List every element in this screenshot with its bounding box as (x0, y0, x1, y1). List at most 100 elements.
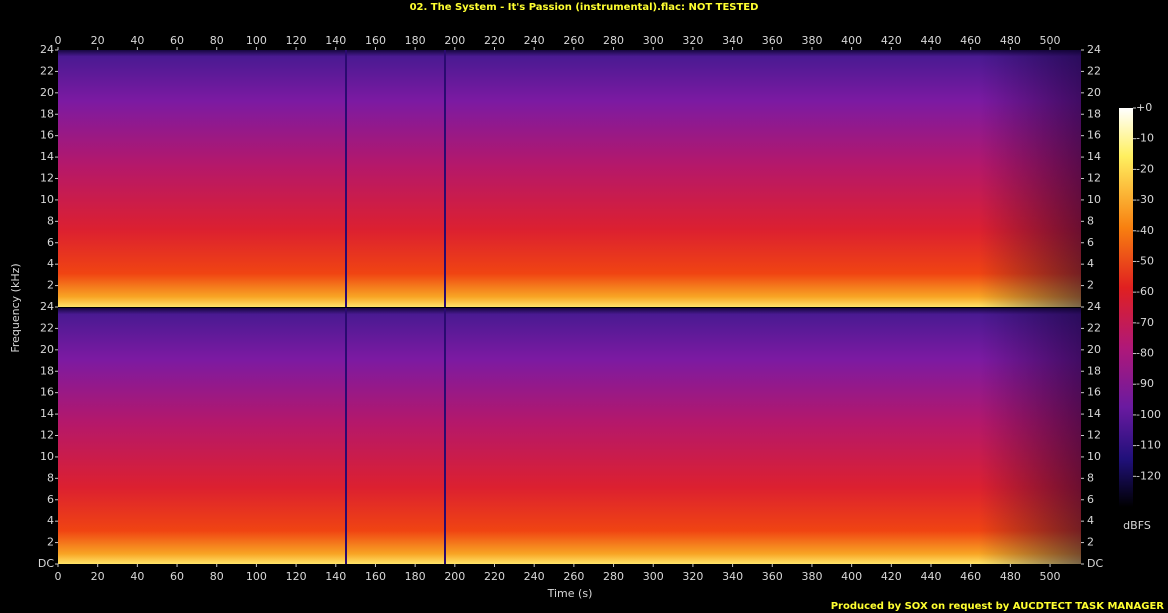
x-tick-label: 500 (1040, 570, 1061, 583)
colorbar-tick-label: -50 (1136, 254, 1154, 267)
y-tick-label: 22 (40, 321, 54, 334)
x-tick-label: 440 (921, 34, 942, 47)
x-axis-label: Time (s) (547, 587, 593, 600)
y-tick-label: DC (1087, 557, 1103, 570)
y-tick-label: 12 (40, 172, 54, 185)
x-tick-label: 280 (603, 34, 624, 47)
y-tick-label: 18 (40, 107, 54, 120)
x-tick-label: 400 (841, 570, 862, 583)
y-tick-label: 2 (1087, 279, 1094, 292)
y-tick-label: 16 (40, 386, 54, 399)
footer: Produced by SOX on request by AUCDTECT T… (831, 601, 1165, 612)
x-tick-label: 200 (444, 570, 465, 583)
y-tick-label: 14 (40, 150, 54, 163)
x-tick-label: 360 (762, 34, 783, 47)
x-tick-label: 100 (246, 34, 267, 47)
colorbar-tick-label: -10 (1136, 132, 1154, 145)
y-tick-label: 12 (1087, 172, 1101, 185)
y-tick-label: 18 (1087, 364, 1101, 377)
y-tick-label: 20 (1087, 86, 1101, 99)
x-tick-label: 480 (1000, 34, 1021, 47)
y-tick-label: 18 (1087, 107, 1101, 120)
y-tick-label: 4 (1087, 257, 1094, 270)
y-axis-label: Frequency (kHz) (9, 263, 22, 352)
x-tick-label: 280 (603, 570, 624, 583)
y-tick-label: 6 (47, 493, 54, 506)
y-tick-label: 4 (1087, 514, 1094, 527)
x-tick-label: 60 (170, 570, 184, 583)
y-tick-label: 2 (47, 279, 54, 292)
y-tick-label: 4 (47, 257, 54, 270)
y-tick-label: 14 (1087, 150, 1101, 163)
y-tick-label: 16 (1087, 129, 1101, 142)
spectrogram-bottom (58, 308, 1081, 564)
x-tick-label: 460 (960, 34, 981, 47)
y-tick-label: 22 (40, 64, 54, 77)
x-tick-label: 40 (130, 570, 144, 583)
y-tick-label: 20 (1087, 343, 1101, 356)
x-tick-label: 200 (444, 34, 465, 47)
x-tick-label: 80 (210, 570, 224, 583)
y-tick-label: 16 (1087, 386, 1101, 399)
y-tick-label: 8 (47, 214, 54, 227)
x-tick-label: 180 (405, 34, 426, 47)
colorbar-tick-label: -30 (1136, 193, 1154, 206)
y-tick-label: 2 (47, 536, 54, 549)
x-tick-label: 260 (563, 34, 584, 47)
y-tick-label: 10 (1087, 193, 1101, 206)
y-tick-label: DC (38, 557, 54, 570)
x-tick-label: 380 (801, 570, 822, 583)
x-tick-label: 420 (881, 570, 902, 583)
x-tick-label: 360 (762, 570, 783, 583)
x-tick-label: 120 (286, 34, 307, 47)
y-tick-label: 24 (1087, 300, 1101, 313)
x-tick-label: 440 (921, 570, 942, 583)
x-tick-label: 240 (524, 34, 545, 47)
x-tick-label: 340 (722, 34, 743, 47)
y-tick-label: 8 (1087, 471, 1094, 484)
colorbar-tick-label: +0 (1136, 101, 1152, 114)
y-tick-label: 22 (1087, 321, 1101, 334)
y-tick-label: 4 (47, 514, 54, 527)
y-tick-label: 6 (47, 236, 54, 249)
y-tick-label: 24 (1087, 43, 1101, 56)
x-tick-label: 300 (643, 34, 664, 47)
x-tick-label: 0 (55, 570, 62, 583)
x-tick-label: 20 (91, 34, 105, 47)
x-tick-label: 100 (246, 570, 267, 583)
y-tick-label: 24 (40, 43, 54, 56)
x-tick-label: 320 (682, 570, 703, 583)
y-tick-label: 18 (40, 364, 54, 377)
x-tick-label: 180 (405, 570, 426, 583)
x-tick-label: 460 (960, 570, 981, 583)
x-tick-label: 80 (210, 34, 224, 47)
x-tick-label: 260 (563, 570, 584, 583)
colorbar-tick-label: -70 (1136, 316, 1154, 329)
x-tick-label: 420 (881, 34, 902, 47)
x-tick-label: 480 (1000, 570, 1021, 583)
x-tick-label: 0 (55, 34, 62, 47)
x-tick-label: 380 (801, 34, 822, 47)
x-tick-label: 140 (325, 34, 346, 47)
y-tick-label: 10 (40, 450, 54, 463)
y-tick-label: 16 (40, 129, 54, 142)
y-tick-label: 12 (40, 429, 54, 442)
y-tick-label: 10 (1087, 450, 1101, 463)
x-tick-label: 40 (130, 34, 144, 47)
x-tick-label: 340 (722, 570, 743, 583)
x-tick-label: 300 (643, 570, 664, 583)
x-tick-label: 400 (841, 34, 862, 47)
colorbar-tick-label: -120 (1136, 469, 1161, 482)
colorbar-tick-label: -90 (1136, 377, 1154, 390)
colorbar (1119, 108, 1133, 507)
x-tick-label: 240 (524, 570, 545, 583)
y-tick-label: 2 (1087, 536, 1094, 549)
x-tick-label: 220 (484, 34, 505, 47)
spectrogram-top (58, 50, 1081, 307)
colorbar-tick-label: -40 (1136, 224, 1154, 237)
y-tick-label: 14 (1087, 407, 1101, 420)
y-tick-label: 20 (40, 86, 54, 99)
colorbar-tick-label: -110 (1136, 439, 1161, 452)
chart-title: 02. The System - It's Passion (instrumen… (410, 2, 759, 13)
